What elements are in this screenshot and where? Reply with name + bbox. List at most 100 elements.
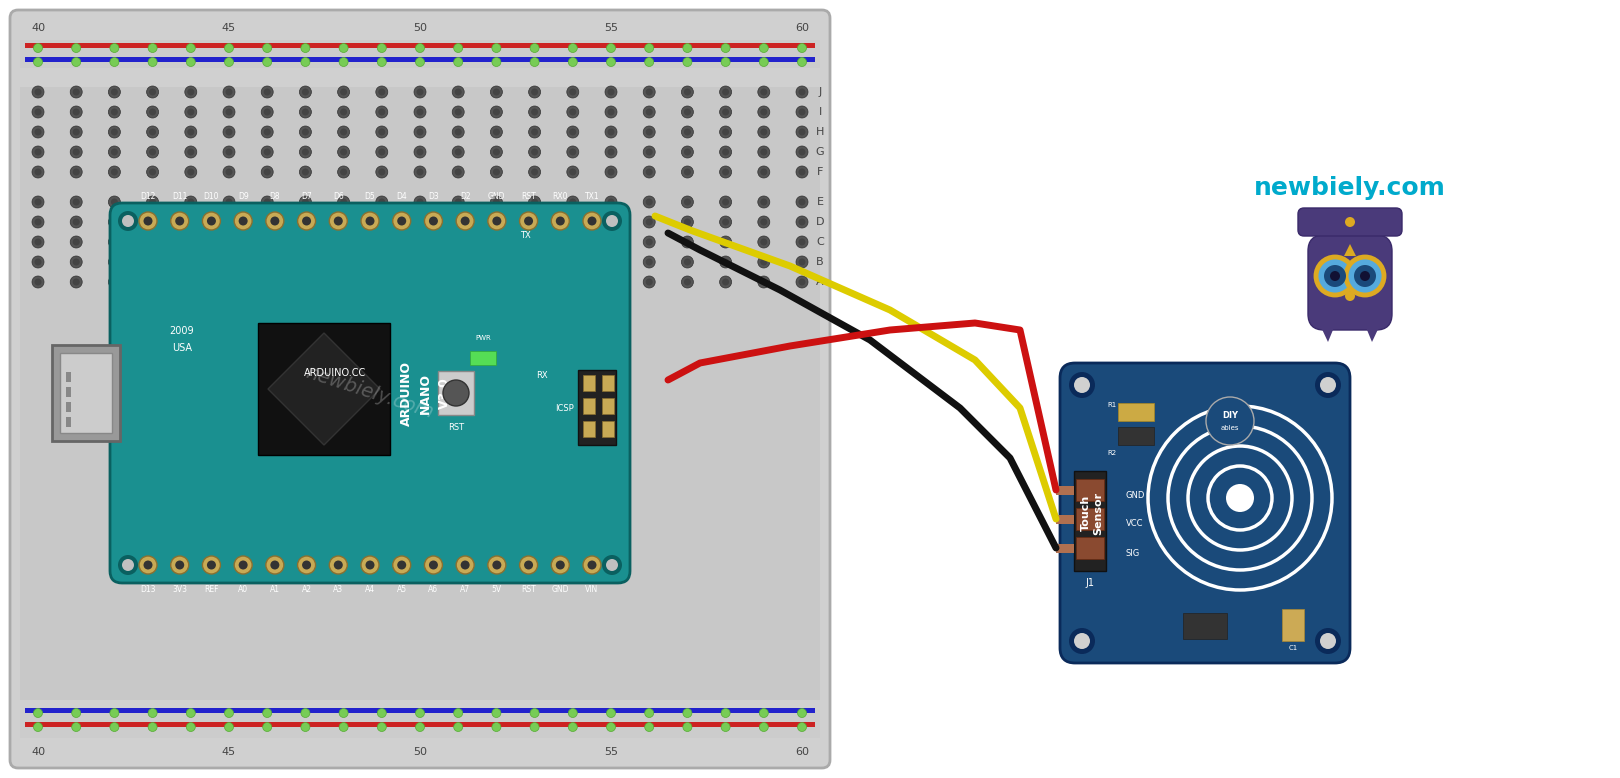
Circle shape bbox=[225, 128, 233, 135]
Circle shape bbox=[455, 239, 462, 246]
Circle shape bbox=[146, 216, 159, 228]
Circle shape bbox=[415, 236, 426, 248]
Circle shape bbox=[34, 108, 42, 115]
Circle shape bbox=[520, 212, 538, 230]
Circle shape bbox=[608, 219, 614, 226]
Text: D: D bbox=[816, 217, 825, 227]
Circle shape bbox=[376, 86, 387, 98]
Circle shape bbox=[797, 44, 807, 52]
Bar bbox=[1074, 471, 1106, 571]
Text: GND: GND bbox=[1126, 490, 1145, 499]
Circle shape bbox=[110, 198, 118, 205]
Circle shape bbox=[567, 146, 578, 158]
Circle shape bbox=[455, 279, 462, 286]
Circle shape bbox=[147, 58, 157, 66]
Text: D8: D8 bbox=[269, 192, 280, 201]
Circle shape bbox=[645, 723, 654, 731]
Circle shape bbox=[397, 560, 407, 569]
Circle shape bbox=[376, 236, 387, 248]
Text: SIG: SIG bbox=[1126, 548, 1140, 558]
Bar bbox=[66, 402, 71, 412]
Circle shape bbox=[452, 146, 465, 158]
Text: D2: D2 bbox=[460, 192, 470, 201]
Circle shape bbox=[300, 86, 311, 98]
Circle shape bbox=[1069, 628, 1095, 654]
Circle shape bbox=[682, 106, 693, 118]
Circle shape bbox=[452, 236, 465, 248]
Circle shape bbox=[415, 256, 426, 268]
Circle shape bbox=[684, 279, 690, 286]
Circle shape bbox=[492, 258, 501, 265]
Circle shape bbox=[185, 196, 196, 208]
Circle shape bbox=[760, 108, 768, 115]
Circle shape bbox=[646, 169, 653, 176]
Circle shape bbox=[377, 58, 386, 66]
Circle shape bbox=[71, 709, 81, 717]
Circle shape bbox=[377, 723, 386, 731]
Circle shape bbox=[1345, 291, 1354, 301]
Circle shape bbox=[723, 89, 729, 96]
Circle shape bbox=[235, 212, 253, 230]
Text: R2: R2 bbox=[1106, 450, 1116, 456]
Circle shape bbox=[567, 166, 578, 178]
Circle shape bbox=[684, 108, 690, 115]
Circle shape bbox=[551, 212, 569, 230]
Circle shape bbox=[379, 239, 386, 246]
Circle shape bbox=[531, 258, 538, 265]
Circle shape bbox=[149, 258, 156, 265]
Circle shape bbox=[723, 108, 729, 115]
Circle shape bbox=[70, 216, 83, 228]
Circle shape bbox=[266, 556, 284, 574]
Circle shape bbox=[70, 146, 83, 158]
Circle shape bbox=[684, 723, 692, 731]
Circle shape bbox=[34, 723, 42, 731]
Circle shape bbox=[185, 146, 196, 158]
Circle shape bbox=[682, 256, 693, 268]
Circle shape bbox=[721, 723, 731, 731]
Circle shape bbox=[110, 58, 118, 66]
Circle shape bbox=[452, 196, 465, 208]
Circle shape bbox=[758, 166, 770, 178]
Circle shape bbox=[608, 279, 614, 286]
Text: 40: 40 bbox=[31, 23, 45, 33]
Circle shape bbox=[376, 256, 387, 268]
Circle shape bbox=[416, 108, 423, 115]
Circle shape bbox=[646, 239, 653, 246]
Circle shape bbox=[799, 219, 805, 226]
Circle shape bbox=[70, 196, 83, 208]
Bar bbox=[1281, 609, 1304, 641]
Circle shape bbox=[643, 276, 654, 288]
Circle shape bbox=[721, 709, 731, 717]
Circle shape bbox=[146, 86, 159, 98]
Circle shape bbox=[528, 146, 541, 158]
Circle shape bbox=[719, 146, 732, 158]
Circle shape bbox=[719, 126, 732, 138]
Circle shape bbox=[643, 236, 654, 248]
Circle shape bbox=[32, 86, 44, 98]
Circle shape bbox=[492, 108, 501, 115]
Circle shape bbox=[719, 86, 732, 98]
Circle shape bbox=[149, 198, 156, 205]
Circle shape bbox=[492, 279, 501, 286]
Circle shape bbox=[604, 236, 617, 248]
Circle shape bbox=[567, 196, 578, 208]
Text: D4: D4 bbox=[397, 192, 407, 201]
Circle shape bbox=[334, 216, 343, 226]
Circle shape bbox=[646, 258, 653, 265]
Circle shape bbox=[110, 89, 118, 96]
Circle shape bbox=[525, 560, 533, 569]
Circle shape bbox=[643, 126, 654, 138]
Circle shape bbox=[684, 44, 692, 52]
Circle shape bbox=[149, 108, 156, 115]
Circle shape bbox=[379, 128, 386, 135]
Circle shape bbox=[760, 198, 768, 205]
Circle shape bbox=[264, 219, 271, 226]
Circle shape bbox=[588, 216, 596, 226]
Circle shape bbox=[149, 89, 156, 96]
Circle shape bbox=[301, 239, 309, 246]
Circle shape bbox=[1315, 372, 1341, 398]
Text: 40: 40 bbox=[31, 747, 45, 757]
Circle shape bbox=[799, 239, 805, 246]
Circle shape bbox=[797, 58, 807, 66]
Circle shape bbox=[531, 279, 538, 286]
